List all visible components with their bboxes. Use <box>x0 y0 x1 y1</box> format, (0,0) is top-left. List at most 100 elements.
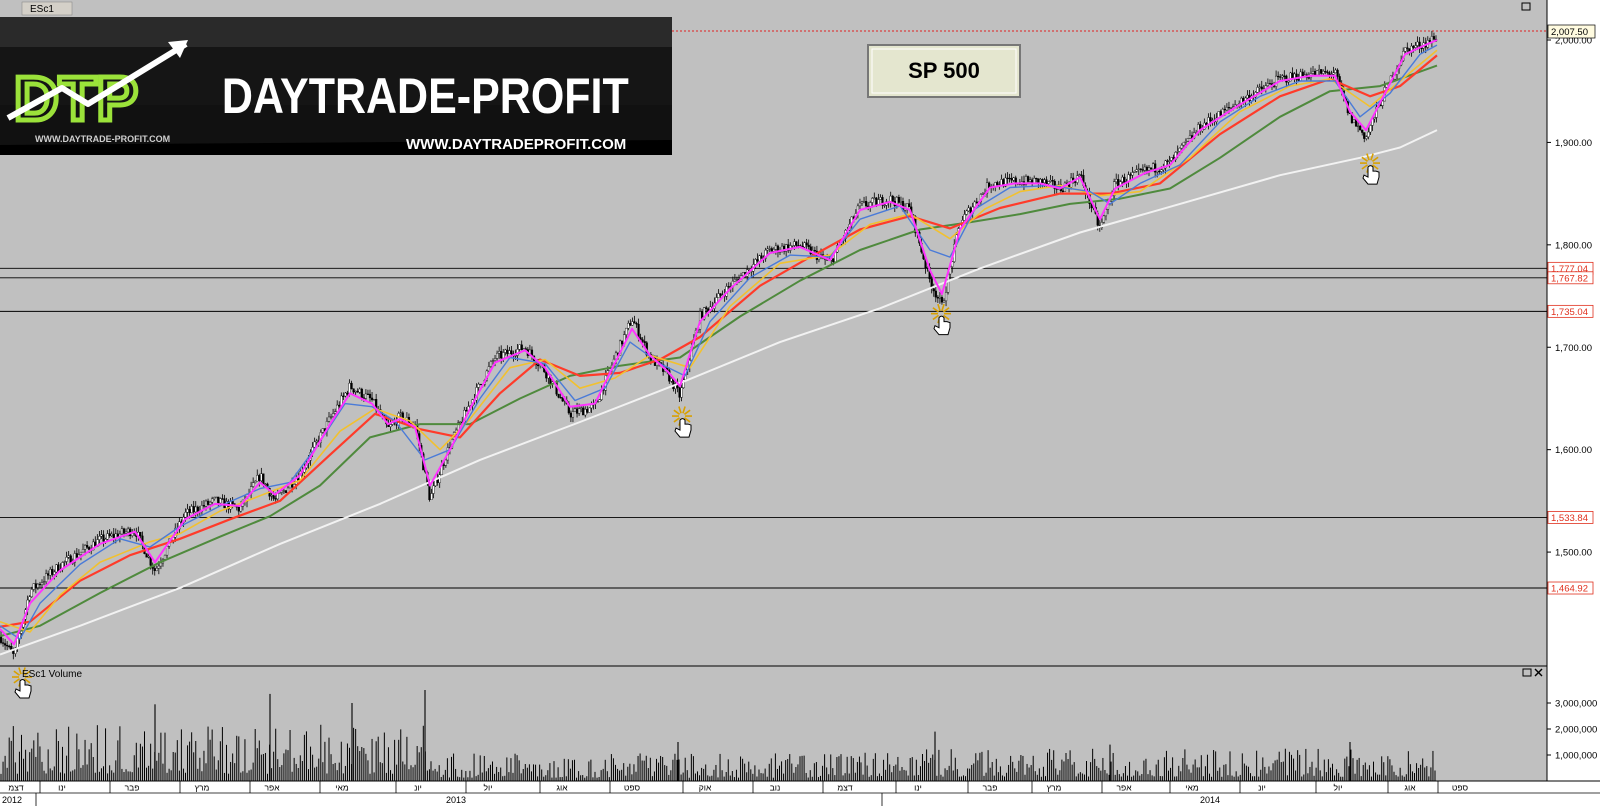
candle-body <box>38 583 42 586</box>
candle-body <box>442 464 445 466</box>
candle-body <box>500 351 503 359</box>
candle-body <box>1131 172 1134 176</box>
candle-body <box>1279 76 1282 78</box>
volume-maximize-icon[interactable] <box>1522 668 1532 677</box>
candle-body <box>508 350 511 355</box>
candle-body <box>192 506 195 513</box>
candle-body <box>1156 170 1159 173</box>
candle-body <box>832 258 835 263</box>
candle-body <box>559 397 562 399</box>
candle-body <box>873 197 876 199</box>
candle-body <box>327 416 331 422</box>
logo-arrow <box>6 41 188 121</box>
candle-body <box>985 182 989 194</box>
candle-body <box>1170 157 1173 161</box>
candle-body <box>110 533 113 536</box>
candle-body <box>1297 79 1300 81</box>
candle-body <box>139 531 142 537</box>
click-burst <box>673 409 681 415</box>
candle-body <box>399 412 402 414</box>
candle-body <box>1008 177 1011 180</box>
candle-body <box>1209 117 1212 122</box>
candle-body <box>215 496 218 498</box>
candle-body <box>430 493 433 500</box>
candle-body <box>1373 117 1376 120</box>
candle-body <box>631 321 634 326</box>
maximize-icon[interactable] <box>1521 2 1531 11</box>
candle-body <box>1410 45 1413 54</box>
candle-body <box>967 207 970 212</box>
candle-body <box>582 407 585 416</box>
candle-body <box>1045 179 1048 184</box>
candle-body <box>1322 71 1325 74</box>
candle-body <box>479 383 482 386</box>
candle-body <box>932 288 935 292</box>
candle-body <box>100 534 103 537</box>
candle-body <box>1256 87 1259 93</box>
candle-body <box>252 482 255 487</box>
candle-body <box>518 344 521 350</box>
candle-body <box>332 413 335 417</box>
hand-shape <box>14 679 32 699</box>
level-label: 1,777.04 <box>1551 264 1588 275</box>
candle-body <box>973 201 976 208</box>
candle-body <box>881 197 884 206</box>
candle-body <box>557 393 560 398</box>
candle-body <box>231 501 234 505</box>
candle-body <box>588 407 591 413</box>
candle-body <box>1291 72 1294 79</box>
candle-body <box>1158 170 1161 173</box>
level-label: 1,767.82 <box>1551 273 1588 284</box>
ma-red-line <box>0 54 1438 628</box>
y-tick-label: 1,800.00 <box>1555 240 1592 251</box>
title-box: SP 500 <box>867 44 1021 98</box>
candle-body <box>1412 45 1415 48</box>
candle-body <box>944 292 948 302</box>
candle-body <box>42 581 46 583</box>
candle-body <box>795 241 798 246</box>
candle-body <box>360 388 363 398</box>
candle-body <box>1281 75 1284 78</box>
click-burst <box>682 406 686 414</box>
candle-body <box>891 195 894 202</box>
candle-body <box>584 409 587 416</box>
candle-body <box>329 416 333 418</box>
candle-body <box>1129 174 1132 176</box>
volume-tick-label: 3,000,000 <box>1555 699 1597 710</box>
candle-body <box>524 348 527 350</box>
candle-body <box>571 411 575 418</box>
symbol-tab[interactable]: ESc1 <box>21 1 73 16</box>
candle-body <box>703 307 706 320</box>
candle-body <box>682 379 685 388</box>
candle-body <box>1227 107 1231 109</box>
year-label: 2012 <box>2 795 22 805</box>
candle-body <box>934 290 937 298</box>
candle-body <box>1180 144 1183 149</box>
candle-body <box>1274 75 1278 87</box>
candle-body <box>258 475 261 481</box>
candle-body <box>190 506 193 513</box>
last-price-text: 2,007.50 <box>1551 27 1588 38</box>
candle-body <box>389 424 392 427</box>
candle-body <box>157 565 160 569</box>
candle-body <box>496 352 499 359</box>
candle-body <box>272 495 275 499</box>
candle-body <box>510 350 513 355</box>
candle-body <box>1352 119 1356 124</box>
candle-body <box>858 202 862 207</box>
month-label: ספט <box>624 783 641 793</box>
candle-body <box>754 259 757 265</box>
candle-body <box>619 340 622 356</box>
y-tick-label: 1,900.00 <box>1555 138 1592 149</box>
candle-body <box>28 596 31 601</box>
candle-body <box>102 534 105 542</box>
candle-body <box>3 643 7 646</box>
close-icon[interactable] <box>1534 668 1543 677</box>
candle-body <box>217 496 220 504</box>
candle-body <box>256 475 259 482</box>
month-label: ספט <box>1452 783 1469 793</box>
candle-body <box>774 245 777 250</box>
candle-body <box>184 512 187 518</box>
candle-body <box>1225 107 1228 111</box>
candle-body <box>334 411 337 414</box>
